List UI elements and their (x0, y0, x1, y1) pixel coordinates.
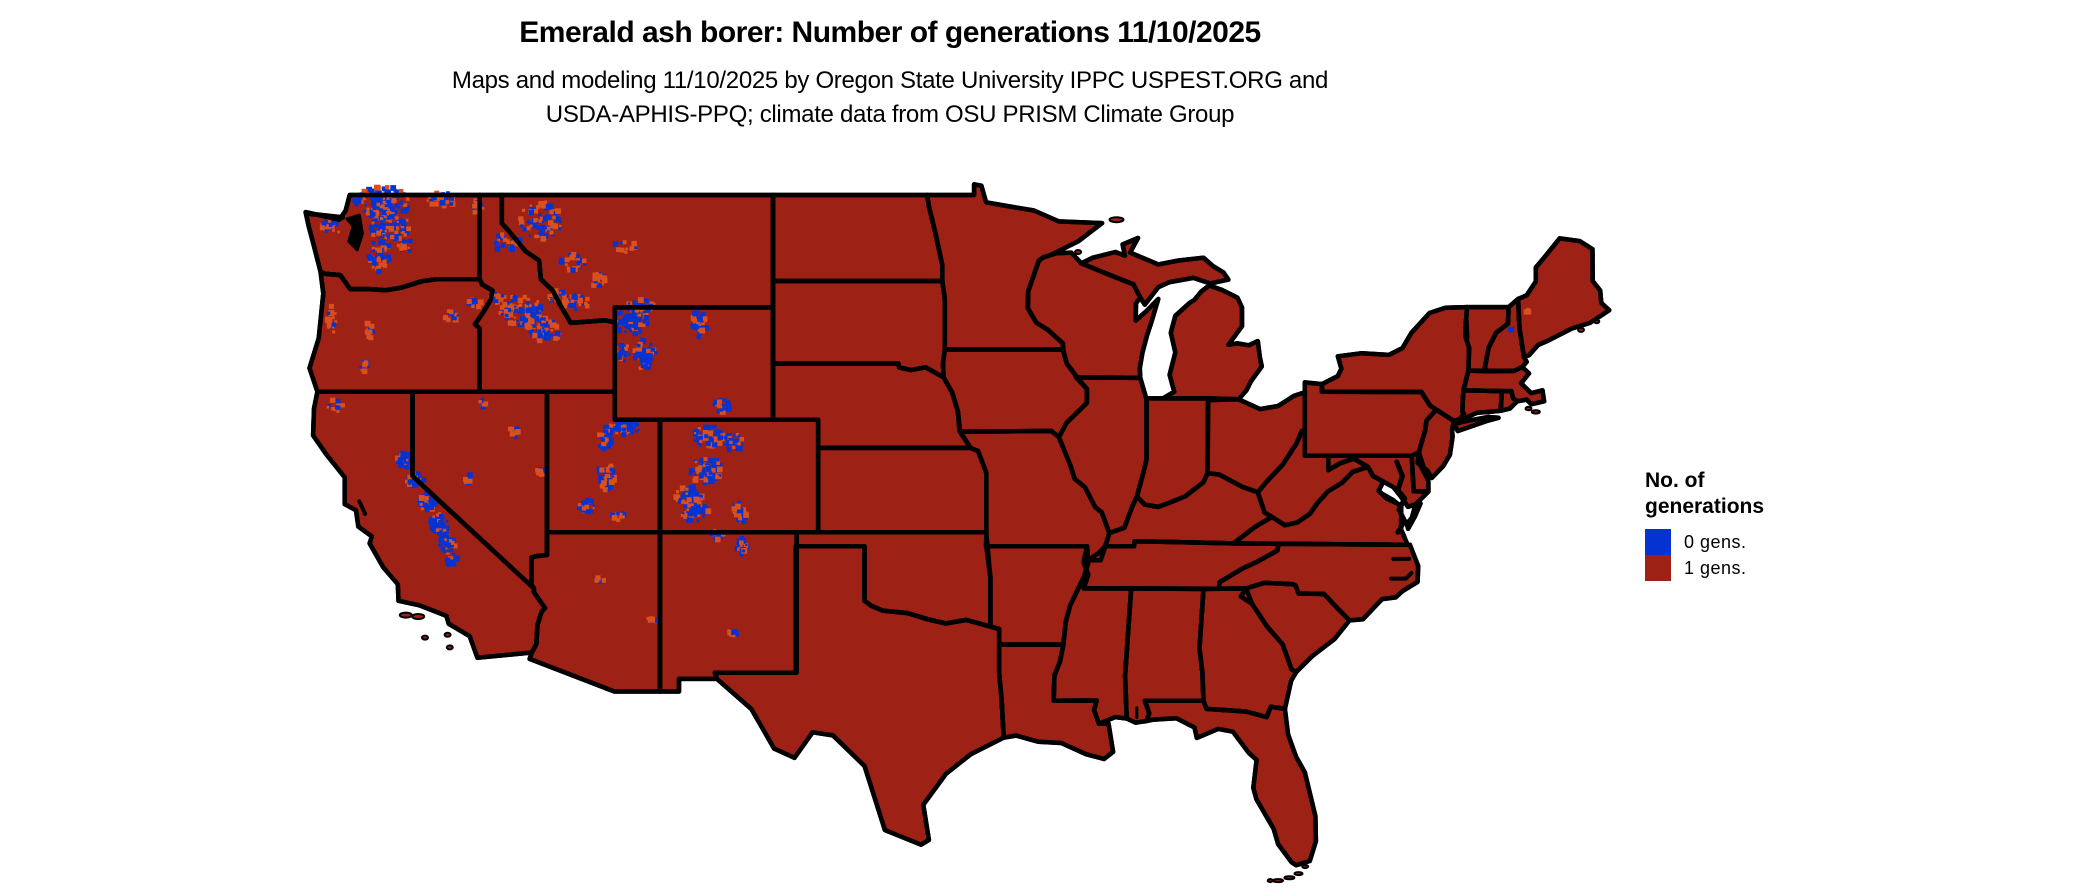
zero-generations-raster (319, 184, 1532, 638)
legend-label-1-gens: 1 gens. (1684, 557, 1747, 578)
figure-header: Emerald ash borer: Number of generations… (0, 16, 1780, 132)
water-puget-sound (345, 213, 364, 252)
legend-item-0-gens: 0 gens. (1645, 529, 1905, 555)
legend-title-line-1: No. of (1645, 469, 1705, 492)
legend-title: No. of generations (1645, 468, 1905, 520)
legend-swatch-1-gens (1645, 555, 1671, 581)
legend-title-line-2: generations (1645, 495, 1765, 518)
water-pamlico-sound (1389, 570, 1414, 581)
figure-subtitle: Maps and modeling 11/10/2025 by Oregon S… (0, 64, 1780, 132)
state-new-mexico (657, 529, 799, 694)
water-san-francisco-bay (357, 499, 368, 516)
state-kansas (815, 445, 989, 535)
state-connecticut (1457, 388, 1505, 422)
subtitle-line-2: USDA-APHIS-PPQ; climate data from OSU PR… (545, 101, 1235, 128)
legend-swatch-0-gens (1645, 529, 1671, 555)
state-north-dakota (770, 192, 945, 284)
legend-item-1-gens: 1 gens. (1645, 555, 1905, 581)
subtitle-line-1: Maps and modeling 11/10/2025 by Oregon S… (451, 67, 1329, 94)
legend: No. of generations 0 gens. 1 gens. (1645, 468, 1905, 581)
islands-layer (398, 216, 1601, 884)
state-florida (1142, 698, 1319, 868)
legend-label-0-gens: 0 gens. (1684, 531, 1747, 552)
page-title: Emerald ash borer: Number of generations… (519, 16, 1261, 49)
state-borders-overlay (303, 182, 1612, 868)
state-maine (1515, 236, 1612, 360)
